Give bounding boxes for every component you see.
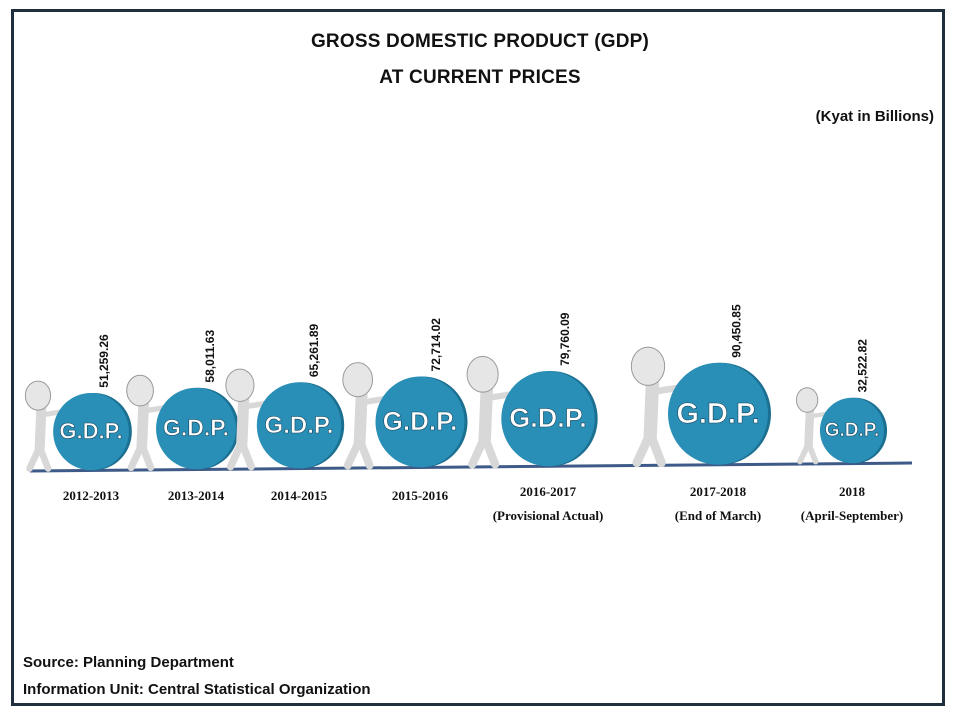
value-label: 65,261.89 (307, 323, 321, 377)
person-head (225, 368, 255, 402)
unit-label: (Kyat in Billions) (815, 108, 934, 125)
person-leg (480, 433, 500, 469)
gdp-figure-5: G.D.P. (466, 355, 598, 469)
person-head (795, 387, 819, 413)
gdp-coin (53, 392, 129, 471)
category-period: 2012-2013 (62, 488, 120, 503)
value-label: 72,714.02 (429, 318, 443, 372)
category-period: 2016-2017 (519, 484, 577, 499)
category-label: 2017-2018 (End of March) (638, 480, 798, 528)
gdp-coin (668, 362, 768, 465)
gdp-figure-7: G.D.P. (795, 387, 888, 465)
person-head (24, 380, 52, 411)
category-label: 2018 (April-September) (772, 480, 932, 528)
person-head (342, 362, 374, 398)
person-leg (645, 429, 666, 468)
coin-text: G.D.P. (676, 398, 759, 430)
gdp-figure-2: G.D.P. (126, 374, 239, 472)
value-label: 58,011.63 (203, 330, 217, 383)
category-note: (Provisional Actual) (492, 508, 604, 523)
person-leg (36, 443, 52, 472)
category-label: 2014-2015 (219, 484, 379, 508)
gdp-coin (819, 397, 885, 464)
person-leg (138, 441, 155, 472)
category-label: 2013-2014 (116, 484, 276, 508)
category-note: (End of March) (674, 508, 762, 523)
person-leg (355, 435, 374, 470)
category-period: 2018 (839, 484, 865, 499)
gdp-figure-6: G.D.P. (630, 346, 771, 468)
gdp-figure-1: G.D.P. (24, 380, 132, 472)
info-unit-note: Information Unit: Central Statistical Or… (23, 681, 371, 698)
value-label: 32,522.82 (855, 339, 869, 393)
gdp-coin (156, 387, 236, 470)
source-note: Source: Planning Department (23, 654, 234, 671)
category-note: (April-September) (800, 508, 904, 523)
person-head (126, 374, 154, 407)
gdp-coin (256, 382, 342, 469)
person-leg (238, 438, 255, 471)
category-label: 2016-2017 (Provisional Actual) (468, 480, 628, 528)
coin-text: G.D.P. (59, 418, 122, 443)
coin-text: G.D.P. (265, 412, 334, 439)
value-label: 51,259.26 (97, 334, 111, 388)
coin-text: G.D.P. (509, 403, 587, 433)
gdp-figure-4: G.D.P. (342, 362, 468, 470)
coin-text: G.D.P. (825, 420, 880, 441)
gdp-figure-3: G.D.P. (225, 368, 345, 471)
category-label: 2015-2016 (340, 484, 500, 508)
category-period: 2014-2015 (270, 488, 328, 503)
category-period: 2015-2016 (391, 488, 449, 503)
person-leg (805, 440, 819, 465)
person-head (466, 355, 499, 393)
coin-text: G.D.P. (383, 406, 458, 436)
value-label: 79,760.09 (558, 312, 572, 366)
gdp-coin (375, 376, 465, 468)
gdp-coin (501, 370, 595, 467)
value-label: 90,450.85 (730, 304, 744, 358)
category-period: 2013-2014 (167, 488, 225, 503)
chart-title-line2: AT CURRENT PRICES (379, 67, 581, 88)
category-label: 2012-2013 (11, 484, 171, 508)
person-head (630, 346, 666, 386)
category-period: 2017-2018 (689, 484, 747, 499)
chart-title-line1: GROSS DOMESTIC PRODUCT (GDP) (310, 31, 650, 52)
coin-text: G.D.P. (163, 415, 229, 441)
